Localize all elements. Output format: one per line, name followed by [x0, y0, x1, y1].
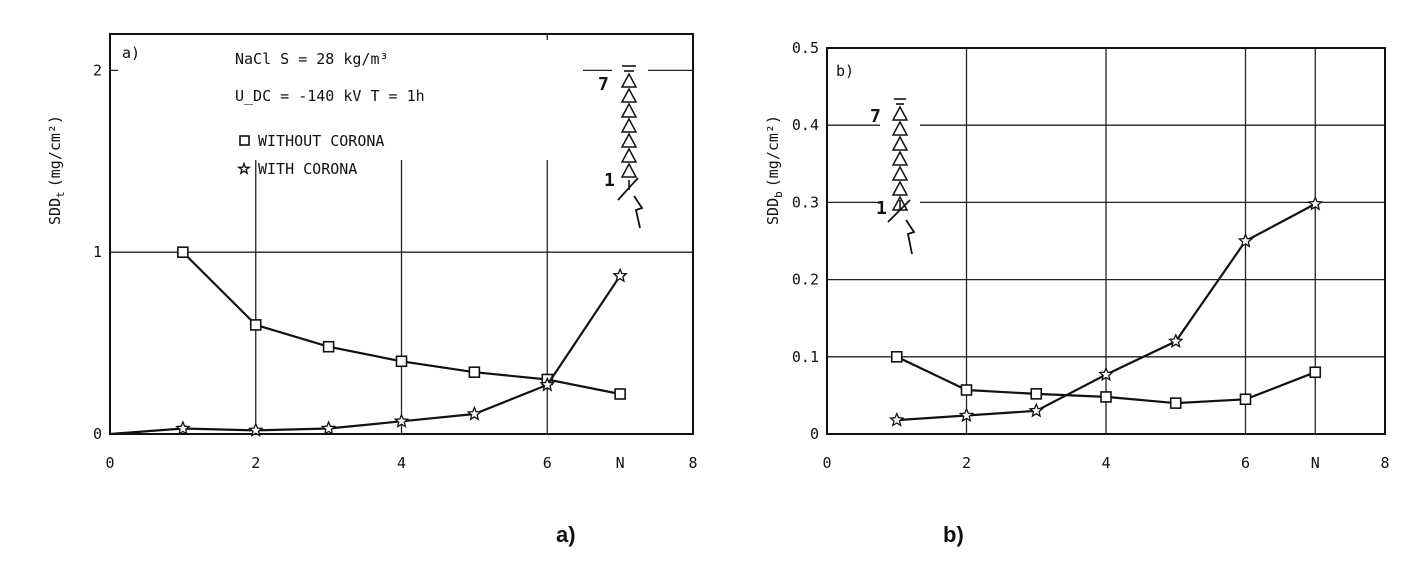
insulator-disc-icon	[891, 165, 909, 181]
chart-b-x-tick-label: 8	[1380, 454, 1389, 472]
chart-a-y-tick-label: 2	[93, 61, 102, 79]
chart-b-square-marker	[890, 350, 903, 363]
chart-b-insulator-bottom-label: 1	[876, 198, 887, 219]
chart-a-legend-with-corona: WITH CORONA	[258, 160, 357, 178]
chart-b-y-tick-label: 0.2	[792, 271, 819, 289]
chart-a-x-tick-label: N	[616, 454, 625, 472]
chart-b-plot-frame	[826, 47, 1386, 435]
chart-a-panel-label: a)	[122, 44, 140, 62]
insulator-disc-icon	[620, 117, 638, 133]
caption-a: a)	[556, 522, 576, 547]
chart-a-x-tick-label: 8	[688, 454, 697, 472]
chart-b-y-tick-label: 0.4	[792, 116, 819, 134]
chart-b-x-tick-labels: 0 2 4 6 N 8	[822, 454, 1389, 472]
chart-a-star-marker	[393, 413, 410, 428]
chart-b-y-tick-label: 0.5	[792, 39, 819, 57]
chart-a-series	[109, 246, 628, 437]
chart-b-y-tick-label: 0.3	[792, 193, 819, 211]
insulator-disc-icon	[620, 72, 638, 88]
chart-b-star-marker	[1098, 366, 1114, 382]
chart-b-star-marker	[889, 411, 905, 427]
chart-b-y-tick-labels: 0 0.1 0.2 0.3 0.4 0.5	[792, 39, 819, 443]
chart-a-annotation-line1: NaCl S = 28 kg/m³	[235, 50, 389, 68]
chart-b-x-tick-label: N	[1311, 454, 1320, 472]
chart-b-y-tick-label: 0.1	[792, 348, 819, 366]
chart-a-annotation-box	[118, 40, 583, 160]
insulator-disc-icon	[891, 105, 909, 121]
chart-b-x-tick-label: 0	[822, 454, 831, 472]
chart-a-square-marker	[177, 246, 189, 258]
chart-b-square-marker	[1239, 393, 1252, 406]
insulator-disc-icon	[891, 150, 909, 166]
chart-b-x-tick-label: 2	[962, 454, 971, 472]
chart-a-y-axis-label: SDDt(mg/cm²)	[46, 115, 67, 225]
insulator-disc-icon	[891, 180, 909, 196]
chart-a: a) NaCl S = 28 kg/m³ U_DC = -140 kV T = …	[46, 33, 698, 472]
chart-b-y-axis-label: SDDb(mg/cm²)	[764, 115, 785, 225]
chart-a-x-tick-label: 6	[543, 454, 552, 472]
chart-a-x-tick-label: 0	[105, 454, 114, 472]
chart-a-star-marker	[466, 405, 483, 421]
chart-a-x-tick-label: 4	[397, 454, 406, 472]
caption-b: b)	[943, 522, 964, 547]
chart-a-y-tick-label: 1	[93, 243, 102, 261]
insulator-disc-icon	[620, 102, 638, 118]
chart-a-square-marker	[468, 366, 481, 378]
chart-b-star-marker	[958, 407, 975, 423]
chart-b-star-marker	[1237, 232, 1254, 248]
chart-a-star-marker	[248, 422, 264, 437]
chart-a-square-marker	[322, 340, 335, 353]
chart-b-x-tick-label: 6	[1241, 454, 1250, 472]
chart-a-insulator-top-label: 7	[598, 74, 609, 95]
chart-a-star-series-line	[109, 275, 622, 436]
chart-a-insulator-string-icon	[612, 52, 648, 229]
chart-a-x-tick-labels: 0 2 4 6 N 8	[105, 454, 697, 472]
chart-b-x-tick-label: 4	[1101, 454, 1110, 472]
chart-a-legend-square-icon	[239, 135, 250, 146]
chart-b-square-marker	[1309, 366, 1322, 379]
chart-b-star-marker	[1307, 195, 1324, 211]
chart-a-legend-without-corona: WITHOUT CORONA	[258, 132, 384, 150]
insulator-disc-icon	[891, 120, 909, 136]
chart-b-insulator-top-label: 7	[870, 106, 881, 127]
chart-a-legend-star-icon	[236, 161, 252, 175]
chart-a-star-marker	[612, 267, 628, 283]
chart-b-label-box	[832, 55, 880, 83]
insulator-disc-icon	[620, 162, 638, 178]
chart-b-square-marker	[1169, 397, 1182, 409]
chart-b-panel-label: b)	[836, 62, 854, 80]
chart-b-y-tick-label: 0	[810, 425, 819, 443]
chart-b-square-marker	[1100, 391, 1112, 403]
chart-b: b) 7 1 0 0.1 0.2 0.3 0.4 0.5 0 2 4 6 N 8 SDDb(mg/c…	[764, 39, 1390, 472]
chart-a-x-tick-label: 2	[251, 454, 260, 472]
chart-b-insulator-string-icon	[880, 88, 920, 258]
chart-a-star-marker	[175, 420, 191, 436]
chart-b-square-marker	[960, 384, 973, 396]
chart-a-y-tick-label: 0	[93, 425, 102, 443]
chart-a-y-tick-labels: 0 1 2	[93, 61, 102, 443]
chart-a-star-marker	[320, 420, 337, 436]
chart-b-series	[889, 195, 1324, 427]
chart-a-star-marker	[539, 376, 555, 392]
chart-a-insulator-bottom-label: 1	[604, 170, 615, 191]
chart-b-square-marker	[1030, 388, 1043, 400]
chart-b-star-marker	[1168, 333, 1184, 348]
chart-a-square-marker	[395, 355, 408, 368]
insulator-disc-icon	[620, 147, 638, 163]
chart-a-annotation-line2: U_DC = -140 kV T = 1h	[235, 87, 425, 105]
insulator-disc-icon	[620, 87, 638, 103]
insulator-disc-icon	[891, 135, 909, 151]
chart-a-plot-frame	[109, 33, 694, 435]
chart-b-star-marker	[1028, 402, 1045, 418]
insulator-disc-icon	[620, 132, 638, 148]
chart-a-square-marker	[614, 388, 626, 400]
chart-a-square-marker	[249, 319, 262, 331]
